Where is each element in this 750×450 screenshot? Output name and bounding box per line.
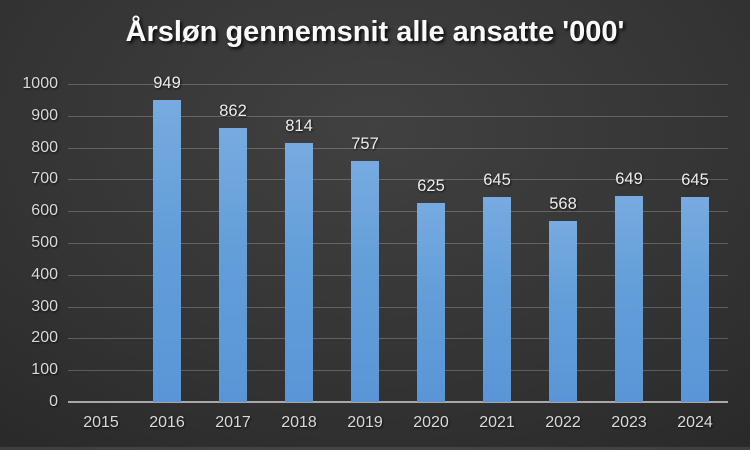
gridline	[68, 147, 728, 149]
x-axis-label-2021: 2021	[479, 414, 515, 431]
bar-value-label-2023: 649	[615, 169, 643, 188]
gridline	[68, 84, 728, 85]
bar-2022	[549, 221, 577, 402]
chart-title: Årsløn gennemsnit alle ansatte '000'	[125, 16, 625, 48]
x-axis-label-2015: 2015	[83, 414, 119, 431]
bar-2021	[483, 196, 511, 402]
gridline	[68, 115, 728, 117]
gridline	[68, 211, 728, 213]
x-axis-label-2020: 2020	[413, 414, 449, 431]
bar-2017	[219, 127, 247, 402]
x-axis-line	[68, 401, 728, 403]
bar-2018	[285, 143, 313, 402]
bar-value-label-2019: 757	[351, 135, 379, 154]
y-axis-tick-label: 500	[31, 234, 58, 251]
y-axis-tick-label: 700	[31, 170, 58, 188]
y-axis-tick-label: 800	[31, 138, 58, 156]
bar-value-label-2021: 645	[483, 170, 511, 189]
bar-2020	[417, 203, 445, 402]
gridline	[68, 243, 728, 244]
bar-value-label-2017: 862	[219, 101, 247, 120]
bar-2024	[681, 196, 709, 402]
x-axis-label-2022: 2022	[545, 414, 581, 431]
y-axis-tick-label: 600	[31, 202, 58, 220]
y-axis-tick-label: 200	[31, 329, 58, 347]
gridline	[68, 306, 728, 308]
gridline	[68, 179, 728, 181]
y-axis-tick-label: 300	[31, 297, 58, 315]
x-axis-label-2018: 2018	[281, 414, 317, 431]
gridline	[68, 370, 728, 372]
bar-value-label-2024: 645	[681, 170, 709, 189]
bar-value-label-2022: 568	[549, 195, 577, 214]
bar-2023	[615, 195, 643, 402]
plot-area: 0 100 200 300 400 500 600 700 800 900 1000 2015 2016…	[22, 74, 728, 431]
x-axis-label-2019: 2019	[347, 414, 383, 431]
bar-2016	[153, 100, 181, 402]
gridline	[68, 338, 728, 340]
y-axis-tick-label: 1000	[22, 75, 58, 92]
bar-value-label-2020: 625	[417, 177, 445, 196]
gridline	[68, 274, 728, 276]
x-axis-label-2016: 2016	[149, 414, 185, 431]
y-axis-tick-label: 100	[31, 361, 58, 379]
bar-2019	[351, 161, 379, 402]
x-axis-label-2017: 2017	[215, 414, 251, 431]
bar-value-label-2018: 814	[285, 117, 313, 136]
x-axis-label-2024: 2024	[677, 414, 713, 431]
y-axis-tick-label: 900	[31, 106, 58, 124]
y-axis-tick-label: 400	[31, 265, 58, 283]
y-axis-tick-label: 0	[49, 393, 58, 410]
x-axis-label-2023: 2023	[611, 414, 647, 431]
bar-value-label-2016: 949	[153, 74, 181, 93]
